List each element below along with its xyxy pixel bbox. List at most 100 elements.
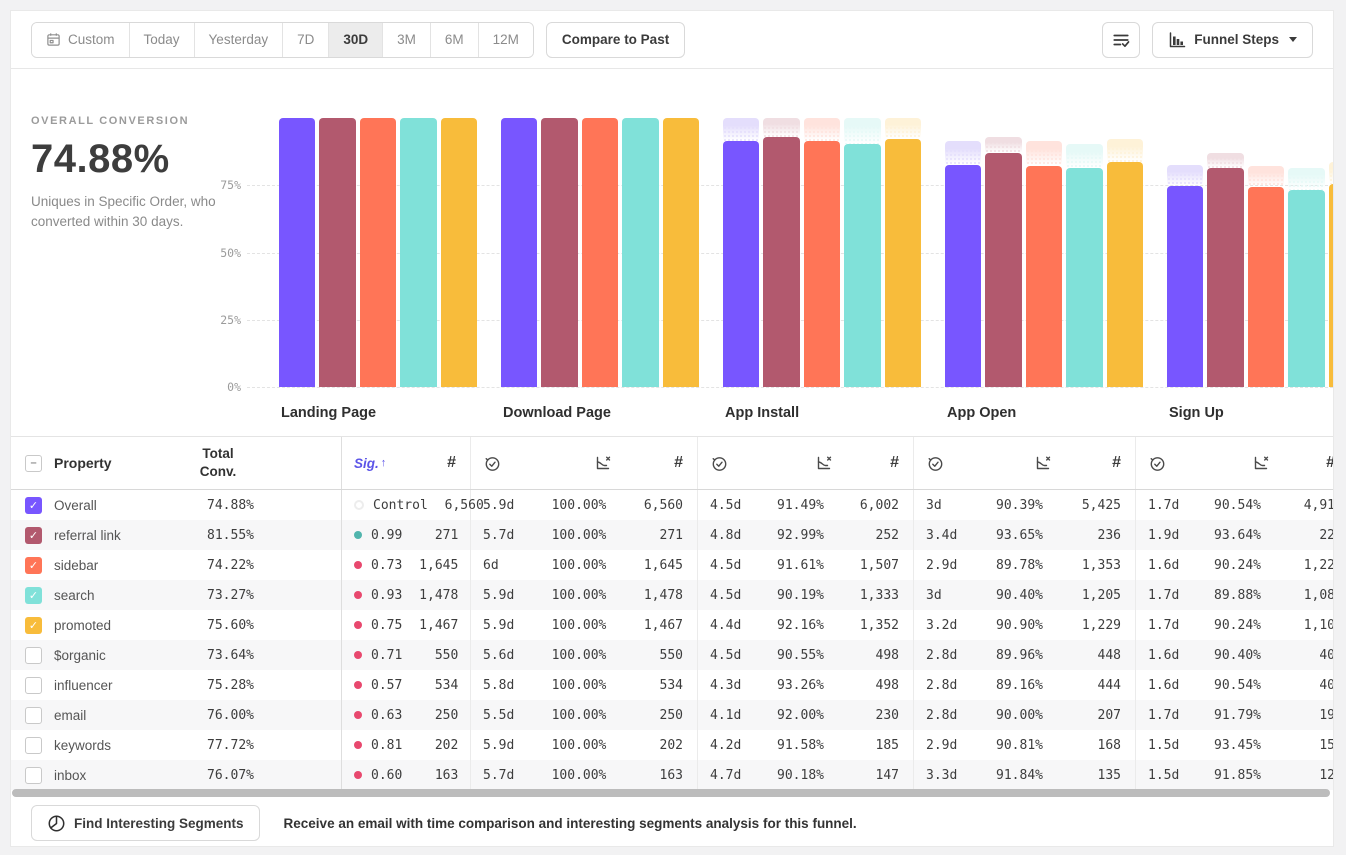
property-column-header[interactable]: Property xyxy=(54,455,112,471)
bar-promoted[interactable] xyxy=(662,118,700,387)
total-conv-label-line1: Total xyxy=(202,446,234,462)
calendar-icon xyxy=(46,32,61,47)
step-count: 202 xyxy=(659,737,683,753)
bar-dropoff-cap xyxy=(1207,152,1244,168)
bar-referral-link[interactable] xyxy=(1207,152,1244,387)
bar-search[interactable] xyxy=(400,118,437,387)
step-metrics-cell: 1.7d 89.88% 1,08 xyxy=(1136,580,1333,610)
bar-referral-link[interactable] xyxy=(763,118,800,387)
bar-sidebar[interactable] xyxy=(1247,165,1285,387)
significance-column-header[interactable]: Sig. xyxy=(354,455,379,471)
time-to-convert-value: 3.3d xyxy=(926,767,958,783)
funnel-steps-dropdown[interactable]: Funnel Steps xyxy=(1152,21,1313,58)
conversion-rate-value: 91.49% xyxy=(777,497,824,513)
time-to-convert-value: 1.6d xyxy=(1148,647,1180,663)
horizontal-scrollbar-thumb[interactable] xyxy=(12,789,1330,797)
time-to-convert-value: 5.5d xyxy=(483,707,515,723)
conversion-rate-value: 92.00% xyxy=(777,707,824,723)
find-interesting-segments-button[interactable]: Find Interesting Segments xyxy=(31,805,260,841)
y-axis-tick-label: 50% xyxy=(220,245,241,260)
segment-checkbox[interactable] xyxy=(25,646,42,664)
step-metrics-cell: 5.7d 100.00% 163 xyxy=(471,760,698,790)
count-column-header[interactable]: # xyxy=(674,454,683,471)
segments-table: –Property Total Conv. Sig.↑ # # # # # ✓ Overall 74.… xyxy=(11,436,1333,790)
count-column-header[interactable]: # xyxy=(447,454,456,471)
footer-bar: Find Interesting Segments Receive an ema… xyxy=(11,800,1333,846)
bar-overall[interactable] xyxy=(723,118,760,387)
compare-to-past-button[interactable]: Compare to Past xyxy=(545,21,686,58)
bar-referral-link[interactable] xyxy=(985,136,1022,387)
bar-overall[interactable] xyxy=(945,140,982,387)
segment-checkbox[interactable]: ✓ xyxy=(25,616,42,634)
count-column-header[interactable]: # xyxy=(890,454,899,471)
time-to-convert-value: 3d xyxy=(926,497,942,513)
time-to-convert-icon[interactable] xyxy=(1148,454,1196,472)
segment-checkbox[interactable]: ✓ xyxy=(25,556,42,574)
bar-sidebar[interactable] xyxy=(359,118,397,387)
bar-promoted[interactable] xyxy=(1328,161,1333,387)
bar-promoted[interactable] xyxy=(884,118,922,387)
segment-checkbox[interactable]: ✓ xyxy=(25,526,42,544)
table-row: ✓ promoted 75.60% 0.75 1,467 5.9d 100.00% 1,467… xyxy=(11,610,1333,640)
step-metrics-cell: 5.5d 100.00% 250 xyxy=(471,700,698,730)
significance-value: 0.81 xyxy=(371,737,403,753)
total-conversion-column-header[interactable]: Total Conv. xyxy=(182,445,254,480)
segment-checkbox[interactable]: ✓ xyxy=(25,496,42,514)
conversion-rate-icon[interactable] xyxy=(531,454,674,472)
bar-referral-link[interactable] xyxy=(319,118,356,387)
total-conversion-value: 74.88% xyxy=(207,497,254,513)
step-count: 6,002 xyxy=(859,497,899,513)
bar-overall[interactable] xyxy=(1167,164,1204,387)
date-range-7d[interactable]: 7D xyxy=(283,22,330,57)
date-range-custom[interactable]: Custom xyxy=(32,22,130,57)
time-to-convert-icon[interactable] xyxy=(710,454,758,472)
conversion-rate-value: 92.99% xyxy=(777,527,824,543)
conversion-rate-icon[interactable] xyxy=(758,454,890,472)
date-range-30d[interactable]: 30D xyxy=(329,22,384,57)
property-cell: email 76.00% xyxy=(11,700,342,730)
time-to-convert-value: 4.7d xyxy=(710,767,742,783)
list-options-button[interactable] xyxy=(1102,21,1141,58)
segment-checkbox[interactable] xyxy=(25,676,42,694)
date-range-3m[interactable]: 3M xyxy=(383,22,431,57)
time-to-convert-icon[interactable] xyxy=(483,454,531,472)
bar-overall[interactable] xyxy=(279,118,316,387)
date-range-6m[interactable]: 6M xyxy=(430,22,479,57)
date-range-label: 7D xyxy=(297,32,315,47)
time-to-convert-value: 5.8d xyxy=(483,677,515,693)
significance-value: 0.99 xyxy=(371,527,403,543)
conversion-rate-value: 91.85% xyxy=(1214,767,1261,783)
segment-checkbox[interactable] xyxy=(25,706,42,724)
bar-search[interactable] xyxy=(844,118,881,387)
time-to-convert-value: 4.5d xyxy=(710,497,742,513)
bar-search[interactable] xyxy=(1288,167,1325,387)
date-range-yesterday[interactable]: Yesterday xyxy=(194,22,284,57)
date-range-today[interactable]: Today xyxy=(129,22,195,57)
count-column-header[interactable]: # xyxy=(1326,454,1333,472)
bar-referral-link[interactable] xyxy=(541,118,578,387)
sig-count-column-group-header: Sig. ↑ # xyxy=(342,437,471,489)
bar-promoted[interactable] xyxy=(1106,139,1144,387)
property-cell: ✓ Overall 74.88% xyxy=(11,490,342,520)
bar-sidebar[interactable] xyxy=(803,118,841,387)
bar-search[interactable] xyxy=(1066,144,1103,387)
conversion-rate-icon[interactable] xyxy=(974,454,1112,472)
time-to-convert-value: 5.9d xyxy=(483,617,515,633)
bar-sidebar[interactable] xyxy=(1025,140,1063,387)
bar-sidebar[interactable] xyxy=(581,118,619,387)
date-range-label: 12M xyxy=(492,32,519,47)
segment-checkbox[interactable] xyxy=(25,736,42,754)
bar-search[interactable] xyxy=(622,118,659,387)
bar-dropoff-cap xyxy=(1066,144,1103,168)
time-to-convert-icon[interactable] xyxy=(926,454,974,472)
property-cell: ✓ sidebar 74.22% xyxy=(11,550,342,580)
step-metrics-cell: 5.9d 100.00% 1,478 xyxy=(471,580,698,610)
count-column-header[interactable]: # xyxy=(1112,454,1121,471)
segment-checkbox[interactable] xyxy=(25,766,42,784)
segment-checkbox[interactable]: ✓ xyxy=(25,586,42,604)
bar-overall[interactable] xyxy=(501,118,538,387)
select-all-checkbox[interactable]: – xyxy=(25,454,42,472)
date-range-12m[interactable]: 12M xyxy=(478,22,533,57)
bar-promoted[interactable] xyxy=(440,118,478,387)
conversion-rate-icon[interactable] xyxy=(1196,454,1326,472)
